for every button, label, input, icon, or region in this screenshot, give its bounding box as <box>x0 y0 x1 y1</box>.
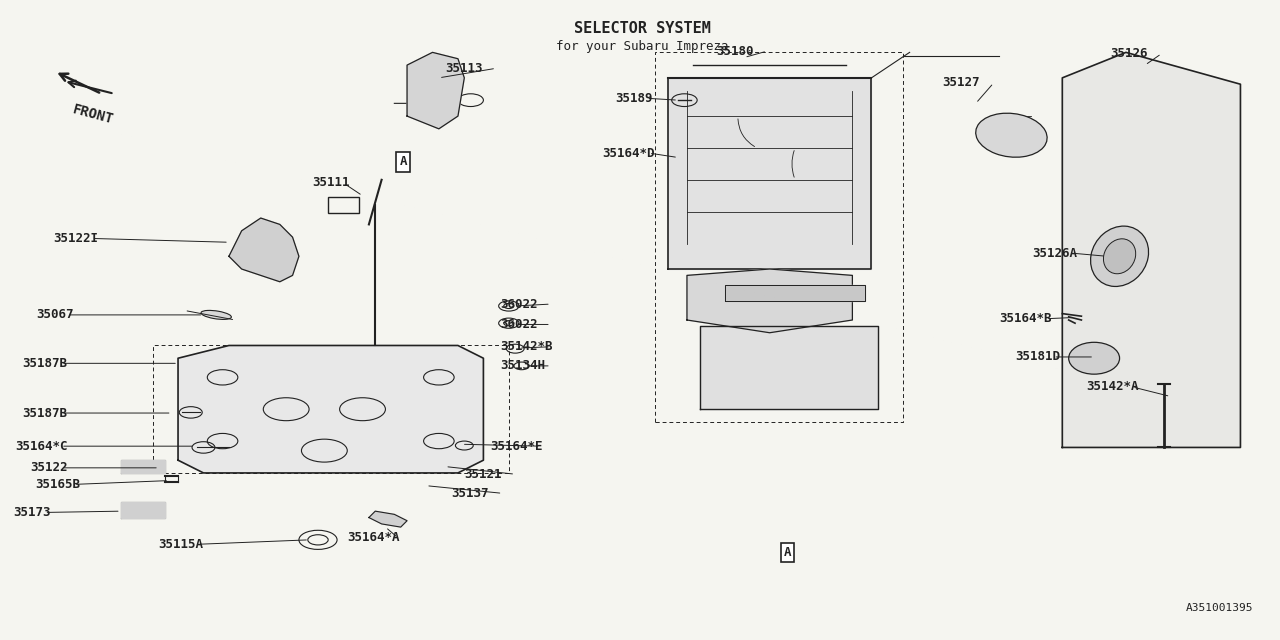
Text: 35180: 35180 <box>717 45 754 58</box>
Text: 35164*A: 35164*A <box>347 531 399 545</box>
Text: FRONT: FRONT <box>70 102 115 127</box>
Text: 35121: 35121 <box>465 468 502 481</box>
Ellipse shape <box>201 310 232 319</box>
Text: A: A <box>783 546 791 559</box>
Text: for your Subaru Impreza: for your Subaru Impreza <box>557 40 728 52</box>
Text: 35142*B: 35142*B <box>500 340 553 353</box>
Text: 35187B: 35187B <box>22 357 68 370</box>
Polygon shape <box>668 78 872 269</box>
Text: A: A <box>399 156 407 168</box>
Text: 35181D: 35181D <box>1015 351 1060 364</box>
Bar <box>328 197 360 213</box>
Text: 35173: 35173 <box>13 506 51 519</box>
Text: 36022: 36022 <box>500 298 538 310</box>
Polygon shape <box>120 460 165 473</box>
Text: 35164*B: 35164*B <box>1000 312 1052 325</box>
Ellipse shape <box>1103 239 1135 274</box>
Ellipse shape <box>1091 226 1148 287</box>
Polygon shape <box>700 326 878 409</box>
Text: 35164*D: 35164*D <box>603 147 655 159</box>
Text: 35127: 35127 <box>942 76 980 90</box>
Ellipse shape <box>1069 342 1120 374</box>
Polygon shape <box>178 346 484 473</box>
Polygon shape <box>1062 52 1240 447</box>
Text: 35142*A: 35142*A <box>1087 380 1139 394</box>
Text: 36022: 36022 <box>500 318 538 331</box>
Ellipse shape <box>975 113 1047 157</box>
Text: 35111: 35111 <box>312 177 349 189</box>
Text: 35137: 35137 <box>452 487 489 500</box>
Text: 35189: 35189 <box>616 92 653 105</box>
Text: 35122: 35122 <box>29 461 68 474</box>
Polygon shape <box>229 218 300 282</box>
Text: 35126: 35126 <box>1111 47 1148 60</box>
Text: SELECTOR SYSTEM: SELECTOR SYSTEM <box>573 20 710 35</box>
Text: 35164*C: 35164*C <box>15 440 68 452</box>
Text: 35187B: 35187B <box>22 406 68 420</box>
Text: 35115A: 35115A <box>159 538 204 551</box>
Text: 35113: 35113 <box>445 62 483 75</box>
Polygon shape <box>120 502 165 518</box>
Text: 35165B: 35165B <box>35 478 81 491</box>
Polygon shape <box>407 52 465 129</box>
Polygon shape <box>687 269 852 333</box>
Polygon shape <box>369 511 407 527</box>
Polygon shape <box>726 285 865 301</box>
Text: A351001395: A351001395 <box>1185 603 1253 613</box>
Text: 35126A: 35126A <box>1033 246 1078 260</box>
Text: 35122I: 35122I <box>52 232 97 245</box>
Text: 35134H: 35134H <box>500 360 545 372</box>
Text: 35067: 35067 <box>36 308 74 321</box>
Text: 35164*E: 35164*E <box>490 440 543 452</box>
